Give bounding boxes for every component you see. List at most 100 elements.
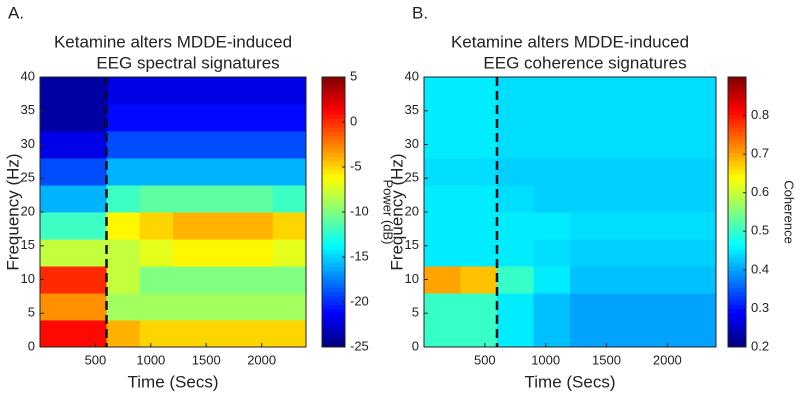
heatmap-cell <box>533 293 571 321</box>
colorbar-band <box>728 249 746 255</box>
colorbar-band <box>322 106 345 112</box>
heatmap-cell <box>106 77 141 105</box>
heatmap-cell <box>424 239 461 267</box>
y-tick-label: 0 <box>28 338 35 353</box>
colorbar-band <box>728 292 746 297</box>
colorbar-tick-label: -25 <box>350 338 369 353</box>
heatmap-cell <box>106 266 141 294</box>
heatmap-cell <box>239 239 274 267</box>
heatmap-cell <box>679 131 717 159</box>
colorbar-band <box>728 140 746 145</box>
heatmap-cell <box>206 212 240 240</box>
heatmap-cell <box>570 77 607 105</box>
heatmap-cell <box>139 77 174 105</box>
colorbar-band <box>322 321 345 327</box>
heatmap-cell <box>106 293 141 321</box>
colorbar-band <box>728 161 746 167</box>
colorbar-band <box>322 334 345 340</box>
heatmap-cell <box>173 158 207 186</box>
colorbar-band <box>322 136 345 141</box>
panel-label: B. <box>412 3 428 22</box>
heatmap-cell <box>679 320 717 348</box>
heatmap-cell <box>679 239 717 267</box>
heatmap-cell <box>239 158 274 186</box>
colorbar-band <box>728 338 746 344</box>
x-axis-label: Time (Secs) <box>525 372 616 391</box>
heatmap-cell <box>272 320 307 348</box>
heatmap-cell <box>73 185 107 213</box>
colorbar-band <box>728 224 746 230</box>
colorbar-band <box>322 98 345 103</box>
heatmap-cell <box>497 185 534 213</box>
colorbar-band <box>728 220 746 226</box>
colorbar-band <box>322 249 345 255</box>
colorbar-band <box>728 89 746 95</box>
colorbar-band <box>322 110 345 116</box>
colorbar-band <box>728 110 746 116</box>
heatmap-cell <box>570 131 607 159</box>
colorbar-band <box>322 271 345 276</box>
heatmap-cell <box>643 158 680 186</box>
heatmap-cell <box>460 185 498 213</box>
colorbar-band <box>728 169 746 175</box>
heatmap-cell <box>424 77 461 105</box>
heatmap-cell <box>424 266 461 294</box>
heatmap-cell <box>497 239 534 267</box>
colorbar-band <box>728 300 746 306</box>
heatmap-cell <box>533 104 571 132</box>
heatmap-cell <box>606 320 644 348</box>
heatmap-cell <box>533 158 571 186</box>
colorbar-band <box>322 174 345 179</box>
colorbar-tick-label: 0.8 <box>751 107 769 122</box>
heatmap-cell <box>239 185 274 213</box>
colorbar-band <box>322 220 345 226</box>
heatmap-cell <box>40 158 74 186</box>
heatmap-cell <box>679 212 717 240</box>
colorbar-band <box>322 199 345 205</box>
y-tick-label: 40 <box>21 68 35 83</box>
heatmap-cell <box>40 320 74 348</box>
colorbar-band <box>728 321 746 327</box>
colorbar-band <box>728 296 746 302</box>
heatmap-cell <box>239 131 274 159</box>
heatmap-cell <box>40 239 74 267</box>
heatmap-cell <box>73 212 107 240</box>
colorbar-band <box>322 309 345 314</box>
colorbar-band <box>728 131 746 137</box>
heatmap-cell <box>606 77 644 105</box>
colorbar-band <box>322 275 345 280</box>
y-tick-label: 30 <box>21 136 35 151</box>
heatmap-cell <box>106 320 141 348</box>
chart-title: EEG coherence signatures <box>483 53 686 72</box>
colorbar-band <box>728 271 746 276</box>
heatmap-cell <box>643 266 680 294</box>
x-tick-label: 1500 <box>592 352 621 367</box>
heatmap-cell <box>206 239 240 267</box>
heatmap-cell <box>643 239 680 267</box>
colorbar-band <box>728 258 746 264</box>
colorbar-band <box>728 262 746 268</box>
colorbar-band <box>322 292 345 297</box>
colorbar-band <box>322 342 345 348</box>
heatmap-cell <box>272 239 307 267</box>
y-axis-label: Frequency (Hz) <box>387 153 406 270</box>
colorbar-band <box>322 195 345 200</box>
colorbar-band <box>728 287 746 293</box>
heatmap-cell <box>239 320 274 348</box>
heatmap-cell <box>460 212 498 240</box>
heatmap-cell <box>239 104 274 132</box>
colorbar-tick-label: 0.5 <box>751 223 769 238</box>
colorbar-band <box>322 304 345 310</box>
colorbar-band <box>322 186 345 192</box>
heatmap-cell <box>460 77 498 105</box>
y-tick-label: 35 <box>21 102 35 117</box>
heatmap-cell <box>40 293 74 321</box>
colorbar-band <box>728 195 746 200</box>
colorbar-band <box>322 178 345 183</box>
colorbar-band <box>322 165 345 171</box>
colorbar-band <box>728 216 746 221</box>
colorbar-tick-label: -15 <box>350 248 369 263</box>
heatmap-cell <box>73 239 107 267</box>
colorbar-band <box>728 174 746 179</box>
x-tick-label: 1500 <box>192 352 221 367</box>
